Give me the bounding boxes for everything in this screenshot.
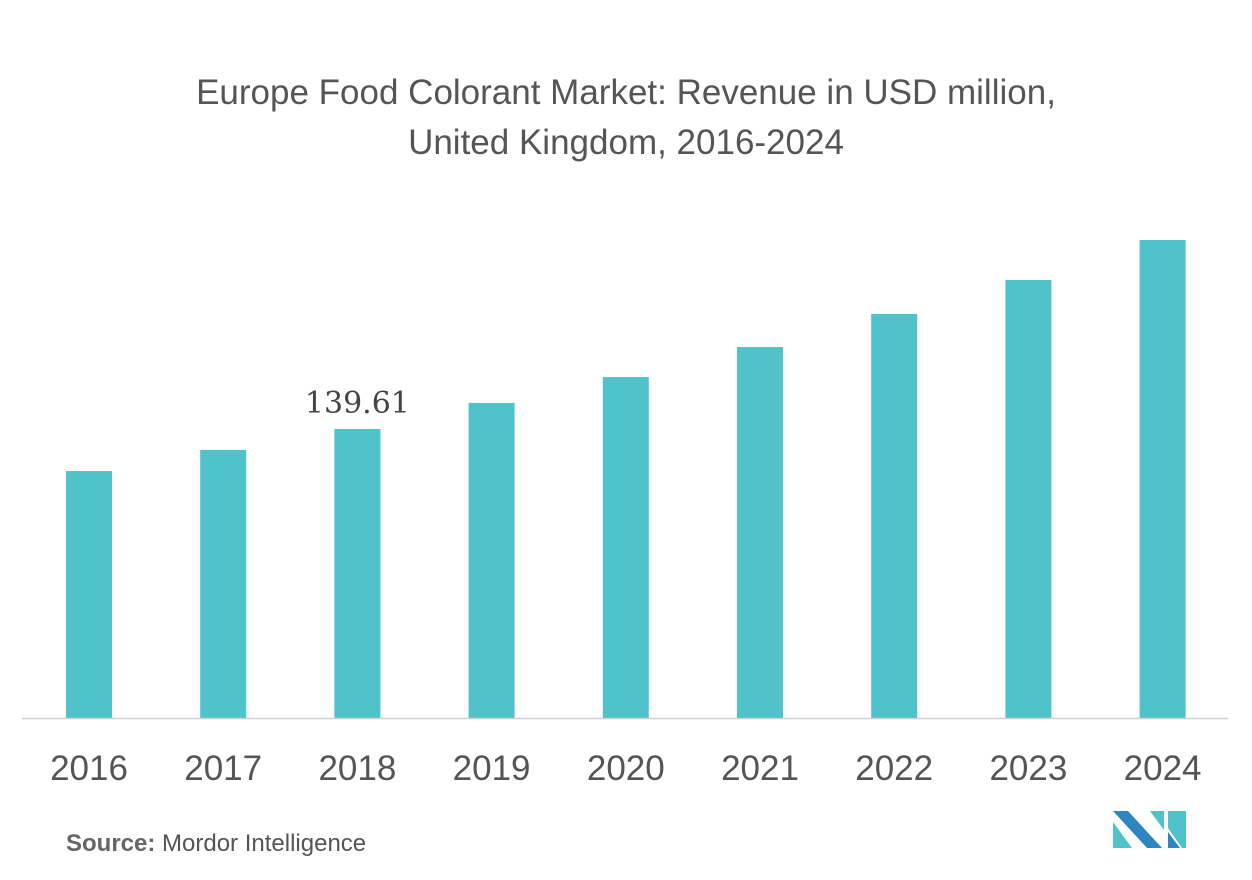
bar-chart: 2016 2017 2018 139.61 2019 2020 2021 2022 2023 20…	[22, 240, 1228, 788]
bar-2017	[200, 449, 247, 718]
x-tick-label-2018: 2018	[318, 749, 396, 788]
x-tick-label-2019: 2019	[453, 749, 531, 788]
x-tick-label-2016: 2016	[50, 749, 128, 788]
source-text: Mordor Intelligence	[162, 830, 367, 857]
x-tick-label-2017: 2017	[184, 749, 262, 788]
bar-2016	[66, 471, 112, 718]
chart-title-line2: United Kingdom, 2016-2024	[408, 123, 844, 162]
data-label-2018: 139.61	[305, 386, 410, 421]
x-tick-label-2023: 2023	[989, 749, 1067, 788]
bar-2018	[334, 429, 381, 718]
x-tick-label-2020: 2020	[587, 749, 665, 788]
source-label: Source:	[66, 830, 156, 857]
x-tick-label-2021: 2021	[721, 749, 799, 788]
source-note: Source: Mordor Intelligence	[66, 830, 366, 858]
bar-2023	[1005, 279, 1052, 718]
mordor-intelligence-logo	[1113, 811, 1186, 848]
bar-2020	[602, 377, 649, 718]
bar-2022	[871, 313, 918, 718]
x-tick-label-2024: 2024	[1124, 749, 1202, 788]
x-tick-label-2022: 2022	[855, 749, 933, 788]
chart-title: Europe Food Colorant Market: Revenue in …	[0, 68, 1252, 168]
bar-2019	[468, 402, 515, 718]
bar-2024	[1139, 240, 1186, 718]
chart-title-line1: Europe Food Colorant Market: Revenue in …	[196, 73, 1056, 112]
bar-2021	[737, 347, 783, 718]
